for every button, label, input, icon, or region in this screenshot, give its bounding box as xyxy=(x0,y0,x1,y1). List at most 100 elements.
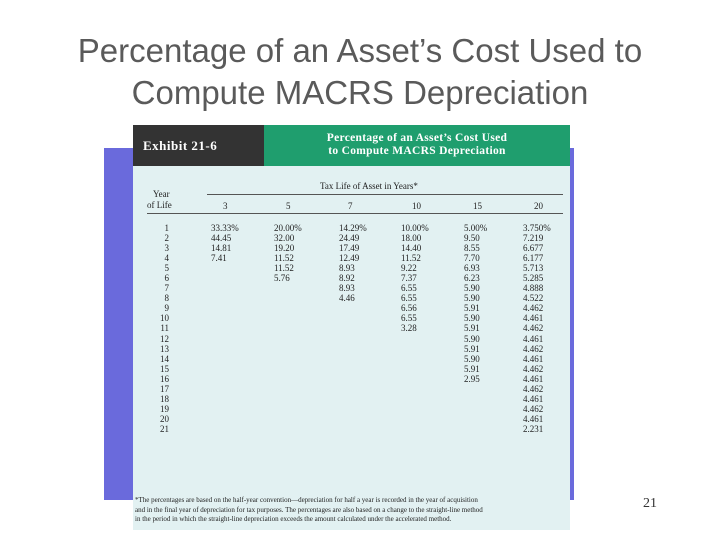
column-3-values: 33.33% 44.45 14.81 7.41 xyxy=(211,223,239,263)
year-cell: 6 xyxy=(164,273,170,284)
table-cell: 11.52 xyxy=(274,263,294,274)
header-rule xyxy=(207,194,563,195)
table-cell: 2.231 xyxy=(523,423,544,434)
table-cell: 17.49 xyxy=(339,243,360,254)
slide-title: Percentage of an Asset’s Cost Used to Co… xyxy=(0,30,720,114)
column-header-7: 7 xyxy=(348,201,353,211)
column-20-values: 3.750% 7.219 6.677 6.177 5.713 5.285 4.888 4.52… xyxy=(523,223,551,434)
table-cell: 44.45 xyxy=(211,233,232,244)
table-cell: 9.50 xyxy=(464,233,480,244)
year-cell: 11 xyxy=(160,323,169,334)
exhibit-title-line-2: to Compute MACRS Depreciation xyxy=(328,145,506,157)
column-header-15: 15 xyxy=(473,201,482,211)
year-cell: 12 xyxy=(160,333,169,344)
table-cell: 18.00 xyxy=(401,233,422,244)
column-header-5: 5 xyxy=(286,201,291,211)
year-cell: 15 xyxy=(160,363,169,374)
column-header-10: 10 xyxy=(412,201,421,211)
table-cell: 11.52 xyxy=(274,253,294,264)
table-cell: 7.41 xyxy=(211,253,227,264)
table-cell: 4.462 xyxy=(523,403,544,414)
column-5-values: 20.00% 32.00 19.20 11.52 11.52 5.76 xyxy=(274,223,302,283)
table-cell: 6.177 xyxy=(523,253,544,264)
exhibit-title: Percentage of an Asset’s Cost Used to Co… xyxy=(264,125,570,166)
table-cell: 11.52 xyxy=(401,253,421,264)
table-cell: 4.462 xyxy=(523,303,544,314)
table-cell: 14.40 xyxy=(401,243,422,254)
table-cell: 4.462 xyxy=(523,343,544,354)
table-cell: 19.20 xyxy=(274,243,295,254)
table-cell: 5.91 xyxy=(464,363,480,374)
table-cell: 33.33% xyxy=(211,223,239,233)
exhibit-label: Exhibit 21-6 xyxy=(133,125,264,166)
footnote-line-1: *The percentages are based on the half-y… xyxy=(135,496,478,504)
table-cell: 7.219 xyxy=(523,233,544,244)
table-cell: 2.95 xyxy=(464,373,480,384)
footnote-line-3: in the period in which the straight-line… xyxy=(135,515,452,523)
slide-title-line-1: Percentage of an Asset’s Cost Used to xyxy=(77,32,643,69)
column-10-values: 10.00% 18.00 14.40 11.52 9.22 7.37 6.55 6.55 6.5… xyxy=(401,223,429,334)
exhibit-title-line-1: Percentage of an Asset’s Cost Used xyxy=(326,132,508,144)
column-header-20: 20 xyxy=(534,201,543,211)
table-cell: 4.461 xyxy=(523,333,544,344)
year-cell: 3 xyxy=(164,243,170,254)
table-cell: 6.55 xyxy=(401,283,417,294)
table-cell: 4.46 xyxy=(339,293,355,304)
table-cell: 4.462 xyxy=(523,323,544,334)
table-cell: 12.49 xyxy=(339,253,360,264)
table-cell: 14.29% xyxy=(339,223,367,233)
year-label-line-2: of Life xyxy=(147,200,172,210)
year-cell: 18 xyxy=(160,393,169,404)
column-15-values: 5.00% 9.50 8.55 7.70 6.93 6.23 5.90 5.90 5.91 5.9… xyxy=(464,223,487,384)
table-cell: 6.93 xyxy=(464,263,480,274)
table-cell: 8.92 xyxy=(339,273,355,284)
table-cell: 5.90 xyxy=(464,353,480,364)
table-cell: 6.23 xyxy=(464,273,480,284)
year-cell: 7 xyxy=(164,283,170,294)
footnote-line-2: and in the final year of depreciation fo… xyxy=(135,505,483,514)
table-cell: 5.713 xyxy=(523,263,544,274)
table-cell: 5.91 xyxy=(464,303,480,314)
table-cell: 4.462 xyxy=(523,363,544,374)
year-cell: 1 xyxy=(164,223,170,233)
table-cell: 3.750% xyxy=(523,223,551,233)
table-cell: 4.462 xyxy=(523,383,544,394)
year-cell: 5 xyxy=(164,263,170,274)
table-cell: 24.49 xyxy=(339,233,360,244)
exhibit-table: Exhibit 21-6 Percentage of an Asset’s Co… xyxy=(133,125,570,530)
table-cell: 9.22 xyxy=(401,263,417,274)
column-7-values: 14.29% 24.49 17.49 12.49 8.93 8.92 8.93 4.46 xyxy=(339,223,367,303)
table-cell: 4.461 xyxy=(523,413,544,424)
year-label-line-1: Year xyxy=(153,189,170,199)
table-cell: 6.677 xyxy=(523,243,544,254)
table-cell: 7.37 xyxy=(401,273,417,284)
table-cell: 5.90 xyxy=(464,313,480,324)
table-cell: 6.56 xyxy=(401,303,417,314)
column-header-rule xyxy=(147,213,563,214)
table-cell: 14.81 xyxy=(211,243,232,254)
table-cell: 4.461 xyxy=(523,373,544,384)
year-cell: 16 xyxy=(160,373,169,384)
table-cell: 32.00 xyxy=(274,233,295,244)
year-cell: 2 xyxy=(164,233,170,244)
table-cell: 8.55 xyxy=(464,243,480,254)
year-cell: 20 xyxy=(160,413,169,424)
slide-title-line-2: Compute MACRS Depreciation xyxy=(131,74,589,111)
table-cell: 4.461 xyxy=(523,393,544,404)
year-cell: 9 xyxy=(164,303,170,314)
table-cell: 5.90 xyxy=(464,333,480,344)
table-cell: 4.522 xyxy=(523,293,544,304)
table-cell: 7.70 xyxy=(464,253,480,264)
table-cell: 4.461 xyxy=(523,353,544,364)
table-cell: 6.55 xyxy=(401,313,417,324)
table-cell: 5.00% xyxy=(464,223,488,233)
column-header-3: 3 xyxy=(223,201,228,211)
table-cell: 20.00% xyxy=(274,223,302,233)
table-cell: 4.461 xyxy=(523,313,544,324)
tax-life-header: Tax Life of Asset in Years* xyxy=(320,181,418,191)
year-cell: 8 xyxy=(164,293,170,304)
table-cell: 10.00% xyxy=(401,223,429,233)
table-cell: 5.90 xyxy=(464,283,480,294)
year-cell: 13 xyxy=(160,343,169,354)
table-cell: 8.93 xyxy=(339,263,355,274)
